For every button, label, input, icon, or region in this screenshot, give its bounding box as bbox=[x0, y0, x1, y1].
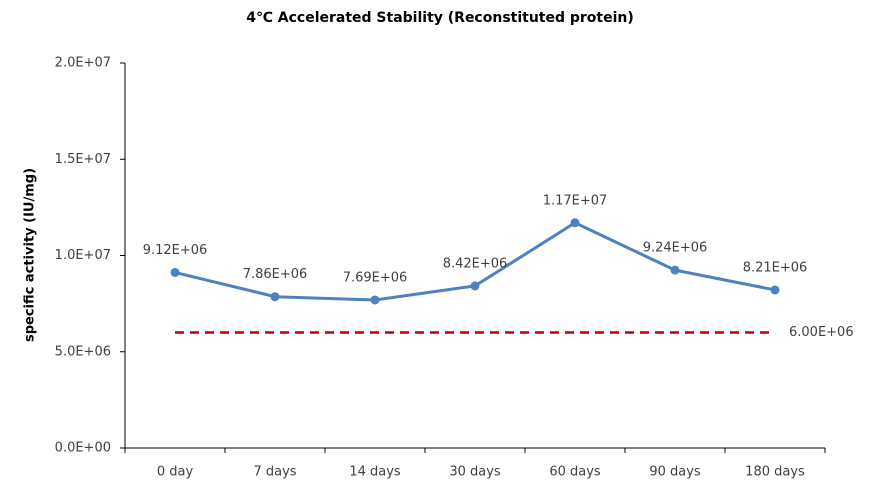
y-tick-label: 1.5E+07 bbox=[55, 152, 111, 167]
data-label: 8.21E+06 bbox=[743, 260, 808, 275]
reference-label: 6.00E+06 bbox=[789, 325, 854, 340]
x-tick-label: 60 days bbox=[549, 465, 601, 480]
y-tick-label: 2.0E+07 bbox=[55, 56, 111, 71]
data-label: 1.17E+07 bbox=[543, 193, 608, 208]
data-point bbox=[470, 281, 480, 291]
data-label: 9.24E+06 bbox=[643, 241, 708, 256]
y-tick-label: 5.0E+06 bbox=[55, 344, 111, 359]
data-point bbox=[570, 218, 580, 228]
x-tick-label: 30 days bbox=[449, 465, 501, 480]
data-point bbox=[270, 292, 280, 302]
data-point bbox=[170, 267, 180, 277]
x-tick-label: 14 days bbox=[349, 465, 401, 480]
data-point bbox=[770, 285, 780, 295]
y-axis-title: specific activity (IU/mg) bbox=[23, 168, 38, 342]
chart-title: 4℃ Accelerated Stability (Reconstituted … bbox=[246, 10, 634, 26]
x-tick-label: 7 days bbox=[253, 465, 296, 480]
data-label: 7.86E+06 bbox=[243, 267, 308, 282]
data-label: 9.12E+06 bbox=[143, 243, 208, 258]
x-tick-label: 0 day bbox=[157, 465, 194, 480]
x-tick-label: 90 days bbox=[649, 465, 701, 480]
x-tick-label: 180 days bbox=[745, 465, 805, 480]
data-label: 7.69E+06 bbox=[343, 270, 408, 285]
y-tick-label: 1.0E+07 bbox=[55, 248, 111, 263]
data-point bbox=[670, 265, 680, 275]
data-label: 8.42E+06 bbox=[443, 256, 508, 271]
y-tick-label: 0.0E+00 bbox=[55, 441, 111, 456]
data-point bbox=[370, 295, 380, 305]
